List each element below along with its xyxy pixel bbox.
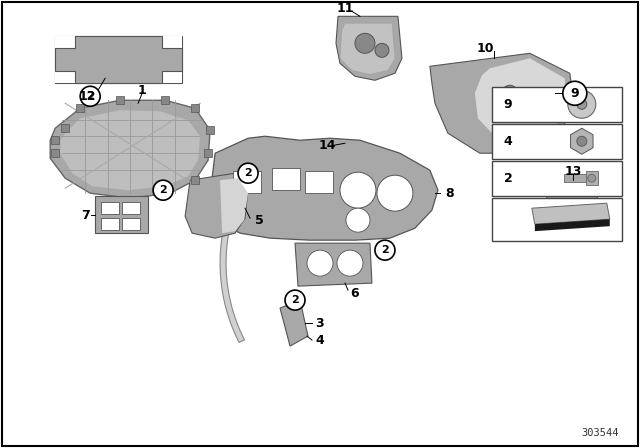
Circle shape [568, 90, 596, 118]
Text: 2: 2 [504, 172, 513, 185]
Bar [51, 136, 59, 144]
Bar [76, 104, 84, 112]
Circle shape [285, 290, 305, 310]
Text: 303544: 303544 [581, 428, 618, 438]
Text: 5: 5 [255, 214, 264, 227]
Text: 3: 3 [315, 317, 324, 330]
Polygon shape [55, 71, 75, 83]
Polygon shape [55, 36, 75, 48]
Bar [122, 202, 140, 214]
Text: 4: 4 [504, 135, 513, 148]
Bar [191, 176, 199, 184]
Text: 6: 6 [350, 287, 358, 300]
Bar [101, 218, 119, 230]
Polygon shape [95, 196, 148, 233]
Circle shape [377, 175, 413, 211]
Polygon shape [535, 219, 610, 231]
Polygon shape [532, 203, 610, 224]
Bar [305, 171, 333, 193]
Circle shape [355, 33, 375, 53]
Bar [101, 202, 119, 214]
Polygon shape [55, 36, 182, 83]
Text: 8: 8 [445, 187, 454, 200]
Text: 14: 14 [318, 139, 336, 152]
Circle shape [153, 180, 173, 200]
Text: 7: 7 [81, 209, 90, 222]
Bar [492, 198, 622, 241]
Bar [161, 96, 169, 104]
Bar [233, 171, 261, 193]
Circle shape [346, 208, 370, 232]
Polygon shape [430, 53, 575, 153]
Text: 11: 11 [336, 2, 354, 15]
Circle shape [340, 172, 376, 208]
Text: 10: 10 [476, 42, 493, 55]
Circle shape [307, 250, 333, 276]
Text: 2: 2 [381, 245, 389, 255]
Bar [204, 149, 212, 157]
Polygon shape [475, 58, 568, 140]
Circle shape [238, 163, 258, 183]
Bar [191, 104, 199, 112]
Polygon shape [162, 36, 182, 48]
Polygon shape [280, 300, 308, 346]
Polygon shape [162, 71, 182, 83]
Text: 2: 2 [86, 91, 94, 101]
Bar [272, 168, 300, 190]
Text: 1: 1 [138, 84, 147, 97]
Text: 2: 2 [159, 185, 167, 195]
Bar [586, 171, 598, 185]
Polygon shape [336, 16, 402, 80]
Bar [116, 96, 124, 104]
Polygon shape [210, 136, 438, 240]
Circle shape [375, 240, 395, 260]
Text: 12: 12 [79, 90, 96, 103]
Circle shape [588, 174, 596, 182]
Polygon shape [55, 36, 182, 83]
Text: 4: 4 [315, 334, 324, 347]
Text: 13: 13 [564, 165, 582, 178]
Polygon shape [548, 208, 582, 220]
Circle shape [80, 86, 100, 106]
Text: 9: 9 [570, 87, 579, 100]
Polygon shape [295, 243, 372, 286]
Polygon shape [220, 184, 244, 343]
Circle shape [337, 250, 363, 276]
Polygon shape [50, 100, 210, 198]
Bar [492, 124, 622, 159]
Polygon shape [185, 173, 248, 238]
Circle shape [577, 136, 587, 146]
Bar [492, 87, 622, 122]
Bar [51, 149, 59, 157]
Bar [492, 161, 622, 196]
Polygon shape [545, 176, 598, 210]
Polygon shape [60, 110, 200, 190]
Bar [206, 126, 214, 134]
Text: 2: 2 [244, 168, 252, 178]
Polygon shape [340, 23, 395, 74]
Circle shape [502, 85, 518, 101]
Text: 2: 2 [291, 295, 299, 305]
Circle shape [375, 43, 389, 57]
Polygon shape [570, 128, 593, 154]
Text: 9: 9 [504, 98, 513, 111]
Bar [61, 124, 69, 132]
Bar [564, 174, 586, 182]
Polygon shape [220, 178, 248, 233]
Circle shape [577, 99, 587, 109]
Bar [122, 218, 140, 230]
Circle shape [563, 81, 587, 105]
